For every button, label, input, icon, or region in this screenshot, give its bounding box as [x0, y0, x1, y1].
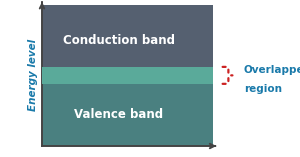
- Bar: [42, 5, 213, 84]
- Bar: [42, 67, 213, 84]
- Text: Overlapped: Overlapped: [244, 65, 300, 75]
- Y-axis label: Energy level: Energy level: [28, 39, 38, 111]
- Text: Valence band: Valence band: [74, 108, 164, 121]
- Bar: [42, 67, 213, 146]
- Text: region: region: [244, 84, 282, 95]
- Text: Conduction band: Conduction band: [63, 34, 175, 46]
